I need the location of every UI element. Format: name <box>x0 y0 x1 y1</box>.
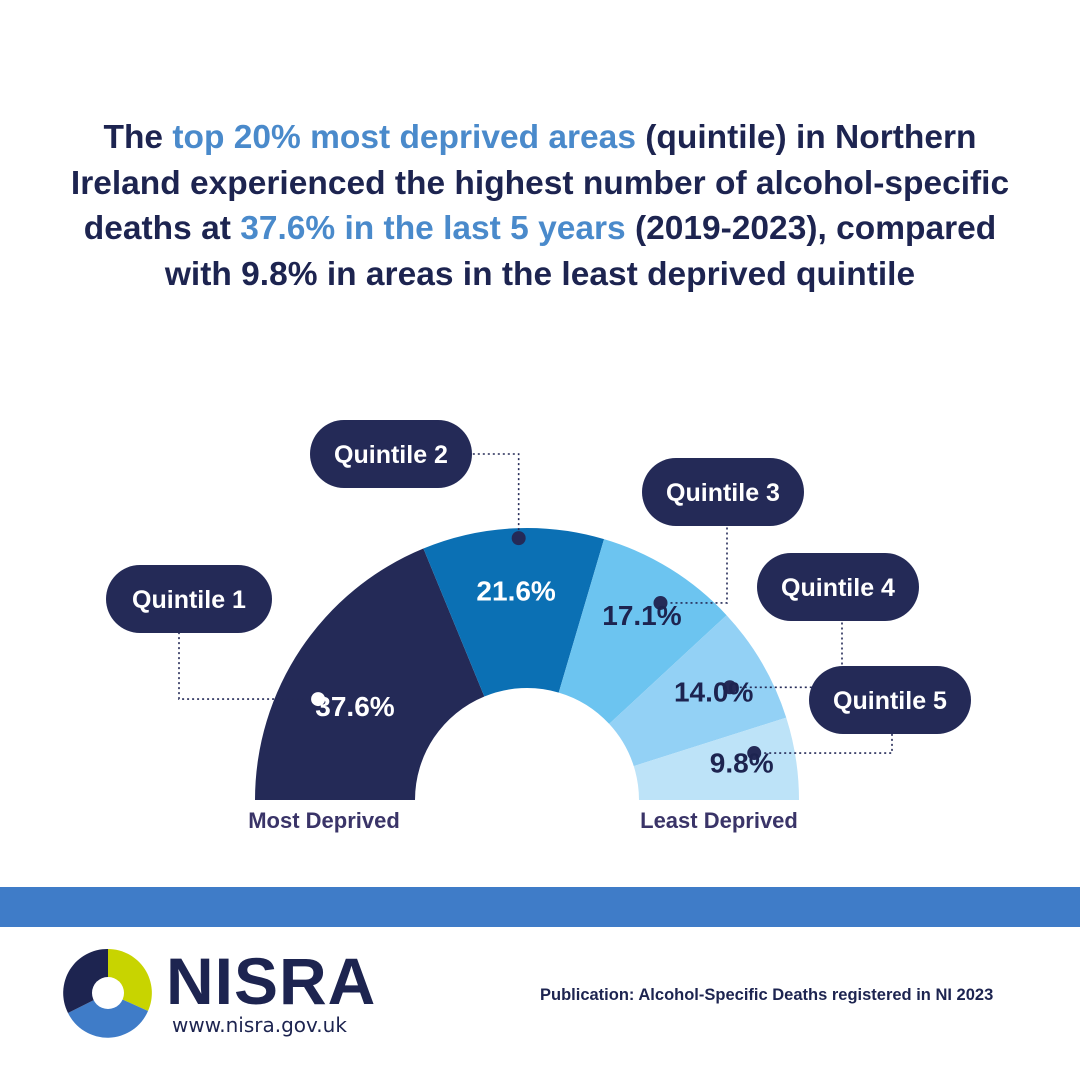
least-deprived-label: Least Deprived <box>640 808 798 833</box>
category-label-5: Quintile 5 <box>833 687 947 715</box>
slice-5 <box>633 717 799 800</box>
value-label-5: 9.8% <box>710 747 774 778</box>
category-pill-1 <box>106 565 272 633</box>
headline-text-2: (quintile) in Northern Ireland experienc… <box>70 119 1010 247</box>
connector-line-5 <box>764 734 893 754</box>
connector-line-1 <box>178 633 305 700</box>
connector-dot-4 <box>722 680 737 695</box>
category-pill-3 <box>642 458 804 526</box>
connector-line-2 <box>472 453 520 531</box>
website-link[interactable]: www.nisra.gov.uk <box>172 1013 347 1037</box>
headline-text-3: (2019-2023), compared with 9.8% in areas… <box>164 210 997 293</box>
value-label-1: 37.6% <box>315 691 394 722</box>
headline-highlight-1: top 20% most deprived areas <box>172 119 636 156</box>
slice-1 <box>255 548 485 800</box>
connector-dot-3 <box>653 595 668 610</box>
category-pill-5 <box>809 666 971 734</box>
publication-note: Publication: Alcohol-Specific Deaths reg… <box>540 986 994 1004</box>
slice-2 <box>423 528 605 697</box>
category-label-4: Quintile 4 <box>781 574 895 602</box>
slice-3 <box>558 539 727 724</box>
category-pill-2 <box>310 420 472 488</box>
chart-category-labels: Quintile 1 Quintile 2 Quintile 3 Quintile 4… <box>106 420 971 734</box>
category-label-1: Quintile 1 <box>132 586 246 614</box>
nisra-wordmark: NISRA <box>166 944 377 1018</box>
category-pill-4 <box>757 553 919 621</box>
connector-dot-2 <box>511 531 526 546</box>
slice-4 <box>609 615 787 767</box>
value-label-3: 17.1% <box>602 600 681 631</box>
value-label-4: 14.0% <box>674 676 753 707</box>
headline: The top 20% most deprived areas (quintil… <box>70 115 1010 297</box>
chart-connectors <box>178 453 893 761</box>
category-label-3: Quintile 3 <box>666 479 780 507</box>
connector-dot-1 <box>311 692 326 707</box>
nisra-logo-icon <box>63 948 152 1038</box>
value-label-2: 21.6% <box>476 575 555 606</box>
half-donut-chart: 37.6%21.6%17.1%14.0%9.8% Quintile 1Quint… <box>106 420 971 833</box>
headline-text-1: The <box>103 119 173 156</box>
chart-value-labels: 37.6% 21.6% 17.1% 14.0% 9.8% <box>315 575 773 778</box>
most-deprived-label: Most Deprived <box>248 808 400 833</box>
category-label-2: Quintile 2 <box>334 441 448 469</box>
headline-highlight-2: 37.6% in the last 5 years <box>240 210 626 247</box>
connector-line-4 <box>739 621 843 689</box>
chart-slices <box>255 528 799 800</box>
connector-dot-5 <box>747 746 762 761</box>
connector-line-3 <box>670 526 728 604</box>
footer-band <box>0 887 1080 927</box>
